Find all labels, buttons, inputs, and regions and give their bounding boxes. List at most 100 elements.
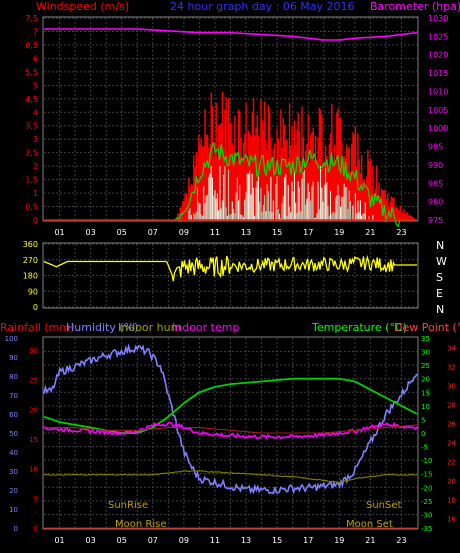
- wind-bars: [174, 91, 416, 220]
- indoor-temp-tick-label: 16: [447, 516, 456, 524]
- temperature-tick-label: -20: [421, 484, 432, 492]
- temperature-tick-label: 0: [421, 430, 425, 438]
- indoor-temp-tick-label: 20: [447, 478, 456, 486]
- moonrise-label: Moon Rise: [115, 519, 166, 530]
- barometer-tick-label: 990: [428, 161, 443, 170]
- wind-tick-label: 0,5: [25, 203, 38, 212]
- indoor-temp-tick-label: 32: [447, 364, 456, 372]
- hour-tick-label: 03: [86, 228, 96, 237]
- wind-tick-label: 6,5: [25, 41, 38, 50]
- indoor-temp-tick-label: 30: [447, 383, 456, 391]
- temperature-tick-label: -15: [421, 471, 432, 479]
- rain-tick-label: 25: [29, 377, 38, 385]
- hour-tick-label: 03: [86, 536, 96, 545]
- hour-tick-label: 01: [54, 536, 64, 545]
- barometer-tick-label: 975: [428, 216, 443, 225]
- wind-tick-label: 7,5: [25, 14, 38, 23]
- humidity-tick-label: 0: [14, 525, 18, 533]
- indoor-temp-tick-label: 26: [447, 421, 456, 429]
- wind-tick-label: 3: [33, 135, 38, 144]
- humidity-tick-label: 40: [9, 449, 18, 457]
- barometer-line: [44, 28, 418, 41]
- humidity-tick-label: 20: [9, 487, 18, 495]
- indoor-temp-line: [43, 421, 418, 440]
- wind-tick-label: 0: [33, 216, 38, 225]
- indoor-hum-label: Indoor hum: [118, 321, 181, 334]
- hour-tick-label: 01: [54, 228, 64, 237]
- dewpoint-label: Dew Point (°C): [394, 321, 460, 334]
- wind-tick-label: 2: [33, 162, 38, 171]
- hour-tick-label: 17: [303, 536, 313, 545]
- temperature-tick-label: 25: [421, 362, 430, 370]
- barometer-tick-label: 1015: [428, 69, 448, 78]
- barometer-tick-label: 980: [428, 198, 443, 207]
- wind-series: [44, 28, 418, 228]
- wind-tick-label: 6: [33, 54, 38, 63]
- humidity-line: [43, 343, 418, 495]
- wind-tick-label: 1,5: [25, 176, 38, 185]
- humidity-label: Humidity (%): [66, 321, 138, 334]
- indoor-temp-tick-label: 18: [447, 497, 456, 505]
- wind-tick-label: 7: [33, 27, 38, 36]
- barometer-tick-label: 1010: [428, 87, 448, 96]
- temperature-tick-label: 35: [421, 335, 430, 343]
- rainfall-label: Rainfall (mm): [0, 321, 74, 334]
- humidity-tick-label: 80: [9, 373, 18, 381]
- direction-tick-label: 90: [28, 287, 38, 296]
- direction-tick-label: 0: [33, 303, 38, 312]
- humidity-tick-label: 10: [9, 506, 18, 514]
- indoor-hum-line: [43, 470, 418, 484]
- temperature-tick-label: -35: [421, 525, 432, 533]
- wind-tick-label: 3,5: [25, 122, 38, 131]
- temperature-label: Temperature (°C): [311, 321, 407, 334]
- compass-n-top: N: [436, 239, 444, 252]
- barometer-tick-label: 1025: [428, 32, 448, 41]
- temperature-tick-label: -25: [421, 498, 432, 506]
- hour-tick-label: 07: [148, 536, 158, 545]
- rain-tick-label: 30: [29, 347, 38, 355]
- wind-tick-label: 4: [33, 108, 38, 117]
- sunrise-label: SunRise: [108, 500, 148, 511]
- compass-n-bottom: N: [436, 303, 444, 316]
- direction-series: [43, 254, 417, 282]
- barometer-tick-label: 1000: [428, 124, 448, 133]
- barometer-tick-label: 1005: [428, 106, 448, 115]
- wind-axis-label: Windspeed (m/s): [36, 0, 129, 13]
- chart-title: 24 hour graph day : 06 May 2016: [170, 0, 355, 13]
- temperature-tick-label: 15: [421, 389, 430, 397]
- hour-tick-label: 13: [241, 536, 251, 545]
- wind-tick-label: 5,5: [25, 68, 38, 77]
- temperature-tick-label: 5: [421, 416, 425, 424]
- indoor-temp-label: Indoor temp: [172, 321, 239, 334]
- compass-w: W: [436, 255, 447, 268]
- hour-tick-label: 07: [148, 228, 158, 237]
- indoor-temp-tick-label: 22: [447, 459, 456, 467]
- hour-tick-label: 13: [241, 228, 251, 237]
- hour-tick-label: 23: [396, 228, 406, 237]
- humidity-tick-label: 100: [5, 335, 18, 343]
- hour-tick-label: 19: [334, 228, 344, 237]
- rain-tick-label: 15: [29, 436, 38, 444]
- hour-tick-label: 19: [334, 536, 344, 545]
- direction-tick-label: 180: [23, 272, 38, 281]
- moonset-label: Moon Set: [346, 519, 393, 530]
- wind-tick-label: 4,5: [25, 95, 38, 104]
- rain-tick-label: 0: [34, 525, 38, 533]
- temperature-tick-label: -5: [421, 444, 428, 452]
- direction-grid: [44, 243, 417, 308]
- wind-tick-label: 2,5: [25, 149, 38, 158]
- direction-tick-label: 270: [23, 256, 38, 265]
- barometer-tick-label: 1030: [428, 14, 448, 23]
- hour-tick-label: 05: [117, 228, 127, 237]
- barometer-tick-label: 1020: [428, 51, 448, 60]
- rain-tick-label: 20: [29, 406, 38, 414]
- compass-s: S: [436, 271, 443, 284]
- direction-line: [43, 254, 417, 282]
- rain-tick-label: 5: [34, 495, 38, 503]
- hour-tick-label: 21: [365, 536, 375, 545]
- humidity-tick-label: 60: [9, 411, 18, 419]
- hour-tick-label: 05: [117, 536, 127, 545]
- temp-series: [43, 343, 418, 529]
